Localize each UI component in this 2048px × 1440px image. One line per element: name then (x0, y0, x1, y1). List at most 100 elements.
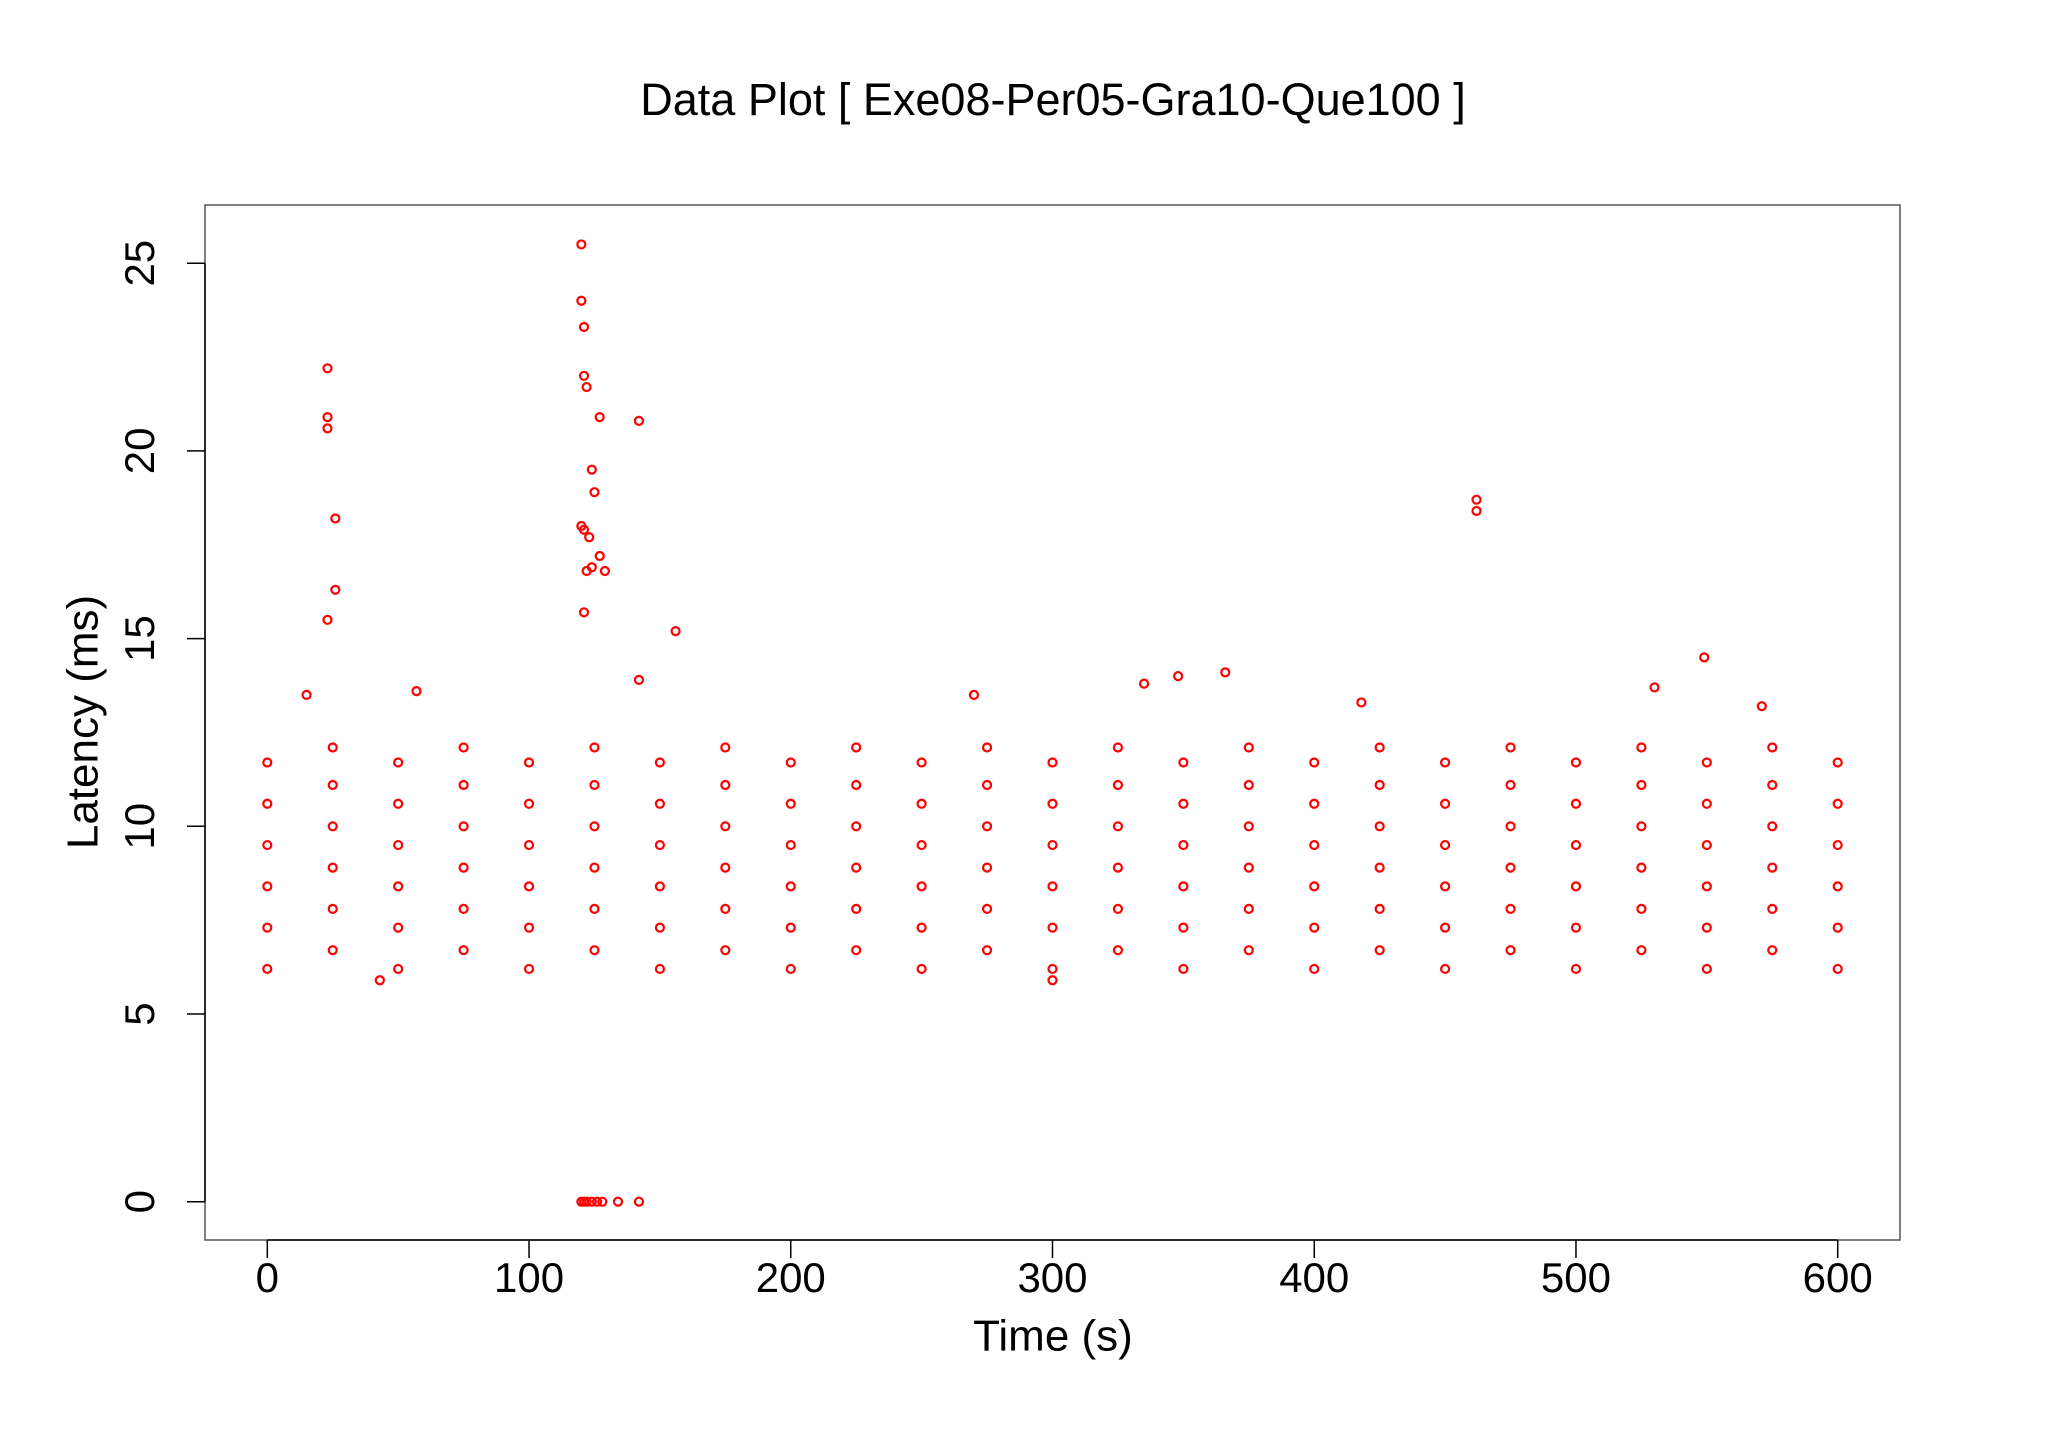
point (1243, 821, 1254, 832)
point (262, 881, 273, 892)
x-tick-label: 300 (1017, 1254, 1087, 1301)
point (1112, 862, 1124, 873)
y-tick-label: 5 (116, 1002, 163, 1025)
point (322, 363, 333, 374)
point (589, 742, 600, 753)
x-tick-label: 500 (1541, 1254, 1611, 1301)
point (578, 321, 590, 333)
point (599, 565, 611, 577)
point (523, 963, 535, 975)
y-tick-label: 20 (116, 428, 163, 475)
point (576, 239, 587, 250)
point (589, 903, 600, 914)
point (1832, 839, 1843, 851)
point (322, 412, 333, 423)
point (1178, 963, 1189, 975)
point (1112, 945, 1124, 956)
point (1309, 757, 1320, 768)
point (851, 862, 862, 873)
y-tick-label: 15 (116, 615, 163, 662)
point (591, 1196, 603, 1207)
point (327, 945, 338, 956)
point (393, 798, 404, 809)
y-tick-label: 10 (116, 803, 163, 850)
point (1471, 494, 1482, 505)
point (633, 1196, 645, 1207)
point (654, 839, 665, 851)
point (1178, 839, 1189, 851)
point (1767, 945, 1778, 956)
point (1243, 903, 1254, 914)
point (1699, 652, 1710, 663)
point (851, 821, 862, 832)
point (785, 881, 796, 892)
point (1112, 821, 1124, 832)
point (589, 945, 600, 956)
point (1047, 839, 1058, 851)
point (785, 963, 796, 975)
point (393, 839, 404, 851)
point (1440, 839, 1451, 851)
point (1374, 945, 1385, 956)
point (262, 839, 273, 851)
point (586, 1196, 597, 1207)
point (720, 862, 731, 873)
point (1139, 678, 1150, 689)
point (981, 742, 993, 753)
point (1309, 839, 1320, 851)
point (1356, 697, 1367, 708)
point (1701, 839, 1712, 851)
point (589, 862, 600, 873)
point (1649, 682, 1660, 693)
point (327, 821, 338, 832)
point (1570, 798, 1582, 809)
point (1832, 881, 1843, 892)
point (612, 1196, 624, 1207)
point (968, 689, 980, 701)
point (1309, 922, 1320, 933)
point (785, 757, 796, 768)
point (851, 779, 862, 791)
point (1505, 779, 1516, 791)
point (1178, 798, 1189, 809)
point (1636, 821, 1647, 832)
point (1243, 945, 1254, 956)
point (670, 625, 681, 637)
point (633, 674, 645, 685)
point (589, 779, 600, 791)
point (1701, 922, 1712, 933)
point (581, 1196, 592, 1207)
point (1767, 862, 1778, 873)
point (411, 686, 422, 697)
point (393, 881, 404, 892)
point (1440, 757, 1451, 768)
point (262, 798, 273, 809)
point (330, 513, 341, 524)
point (1636, 779, 1647, 791)
point (1570, 757, 1582, 768)
point (1756, 701, 1767, 712)
point (654, 798, 665, 809)
chart-title: Data Plot [ Exe08-Per05-Gra10-Que100 ] (640, 74, 1465, 125)
point (720, 779, 731, 791)
point (916, 839, 927, 851)
point (1178, 922, 1189, 933)
point (1440, 798, 1451, 809)
point (1374, 779, 1385, 791)
point (458, 862, 469, 873)
point (578, 370, 590, 381)
point (327, 862, 338, 873)
point (654, 757, 665, 768)
point (1440, 881, 1451, 892)
point (851, 742, 862, 753)
point (1243, 862, 1254, 873)
point (1832, 963, 1843, 975)
point (1505, 742, 1516, 753)
point (1309, 963, 1320, 975)
point (1374, 862, 1385, 873)
point (1767, 821, 1778, 832)
point (1173, 671, 1184, 682)
point (1636, 862, 1647, 873)
point (327, 779, 338, 791)
point (1112, 779, 1124, 791)
